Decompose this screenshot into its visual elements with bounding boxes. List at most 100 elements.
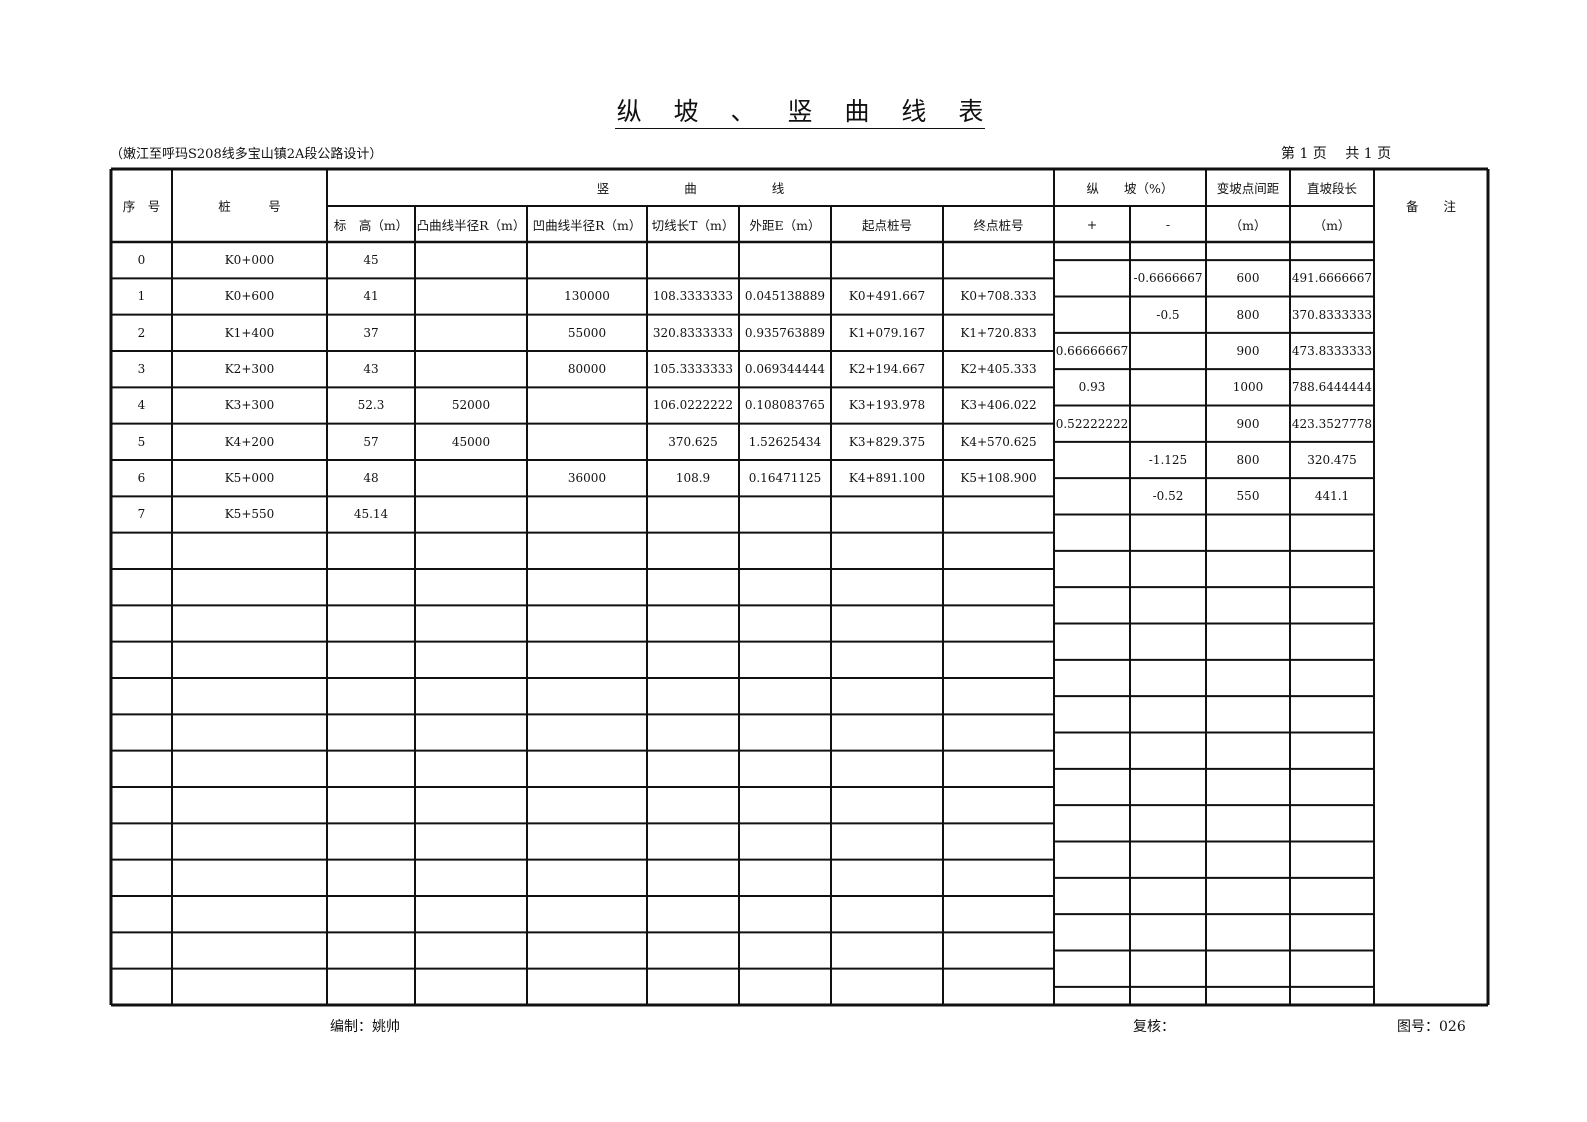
curve-row-0-cell-4 (527, 242, 647, 278)
curve-row-2-cell-8: K1+720.833 (960, 325, 1037, 340)
curve-row-1-cell-0: 1 (137, 289, 146, 304)
curve-row-7-cell-5 (647, 496, 739, 532)
curve-row-2-cell-6: 0.935763889 (744, 325, 826, 340)
curve-row-3-cell-5: 105.3333333 (652, 362, 734, 377)
header-straight-length-unit: （m） (1313, 217, 1351, 233)
curve-row-7-cell-8 (943, 496, 1054, 532)
header-end-station: 终点桩号 (973, 217, 1024, 233)
grade-row-5-cell-0 (1054, 442, 1130, 478)
curve-row-3-cell-3 (415, 351, 527, 387)
grade-row-1-cell-1: -0.5 (1156, 307, 1180, 322)
curve-row-7-cell-4 (527, 496, 647, 532)
curve-row-6-cell-8: K5+108.900 (960, 471, 1037, 486)
curve-row-4-cell-4 (527, 387, 647, 423)
curve-row-7-cell-2: 45.14 (353, 507, 389, 522)
curve-row-1-cell-3 (415, 278, 527, 314)
curve-row-6-cell-2: 48 (363, 471, 379, 486)
grade-row-2-cell-3: 473.8333333 (1291, 343, 1373, 358)
curve-row-3-cell-0: 3 (137, 362, 146, 377)
curve-row-4-cell-6: 0.108083765 (744, 398, 826, 413)
curve-row-0-cell-2: 45 (363, 253, 379, 268)
curve-row-2-cell-5: 320.8333333 (652, 325, 734, 340)
curve-row-0-cell-8 (943, 242, 1054, 278)
grade-row-4-cell-3: 423.3527778 (1291, 416, 1373, 431)
header-external: 外距E（m） (749, 217, 821, 233)
curve-row-3-cell-2: 43 (363, 362, 379, 377)
curve-row-5-cell-4 (527, 424, 647, 460)
grade-row-6-cell-1: -0.52 (1152, 489, 1184, 504)
curve-row-5-cell-1: K4+200 (224, 434, 275, 449)
curve-row-6-cell-4: 36000 (567, 471, 607, 486)
curve-row-0-cell-0: 0 (137, 253, 146, 268)
grade-row-5-cell-1: -1.125 (1148, 452, 1188, 467)
header-convex-radius: 凸曲线半径R（m） (416, 217, 526, 233)
header-straight-length: 直坡段长 (1306, 181, 1357, 196)
curve-row-1-cell-2: 41 (363, 289, 379, 304)
curve-row-3-cell-8: K2+405.333 (960, 362, 1037, 377)
drawing-number: 图号：026 (1397, 1019, 1466, 1035)
header-grade: 纵 坡（%） (1086, 181, 1174, 196)
curve-row-6-cell-6: 0.16471125 (748, 471, 822, 486)
curve-row-5-cell-3: 45000 (451, 434, 491, 449)
grade-row-4-cell-2: 900 (1236, 416, 1260, 431)
header-vertical-curve: 竖 曲 线 (596, 181, 785, 196)
header-pvi-distance: 变坡点间距 (1216, 181, 1280, 196)
project-subtitle: （嫩江至呼玛S208线多宝山镇2A段公路设计） (110, 147, 383, 162)
page-title-text: 纵 坡 、 竖 曲 线 表 (614, 97, 986, 129)
curve-row-3-cell-7: K2+194.667 (848, 362, 926, 377)
header-concave-radius: 凹曲线半径R（m） (532, 217, 642, 233)
grade-row-4-cell-1 (1130, 406, 1206, 442)
grade-row-0-cell-2: 600 (1236, 271, 1260, 286)
curve-row-7-cell-6 (739, 496, 831, 532)
grade-row-3-cell-1 (1130, 369, 1206, 405)
curve-row-2-cell-4: 55000 (567, 325, 607, 340)
grade-row-5-cell-3: 320.475 (1307, 452, 1357, 467)
header-station: 桩 号 (218, 199, 281, 214)
grade-row-3-cell-2: 1000 (1232, 380, 1264, 395)
curve-row-0-cell-6 (739, 242, 831, 278)
header-grade-plus: + (1086, 216, 1098, 232)
curve-row-4-cell-5: 106.0222222 (652, 398, 734, 413)
curve-row-1-cell-8: K0+708.333 (960, 289, 1037, 304)
curve-row-4-cell-0: 4 (137, 398, 146, 413)
curve-row-5-cell-8: K4+570.625 (960, 434, 1037, 449)
grade-row-6-cell-2: 550 (1236, 489, 1260, 504)
curve-row-4-cell-2: 52.3 (357, 398, 385, 413)
curve-row-4-cell-1: K3+300 (224, 398, 275, 413)
header-start-station: 起点桩号 (861, 217, 912, 233)
curve-row-3-cell-1: K2+300 (224, 362, 275, 377)
reviewed-by: 复核： (1133, 1019, 1175, 1035)
grade-row-5-cell-2: 800 (1236, 452, 1260, 467)
header-tangent: 切线长T（m） (651, 217, 735, 233)
curve-row-6-cell-3 (415, 460, 527, 496)
grade-row-3-cell-3: 788.6444444 (1291, 380, 1373, 395)
curve-row-6-cell-5: 108.9 (675, 471, 711, 486)
curve-row-7-cell-1: K5+550 (224, 507, 275, 522)
page-title: 纵 坡 、 竖 曲 线 表 (0, 92, 1587, 129)
page-info: 第 1 页 共 1 页 (1281, 146, 1392, 162)
grade-row-1-cell-0 (1054, 297, 1130, 333)
curve-row-3-cell-6: 0.069344444 (744, 362, 826, 377)
grade-row-2-cell-2: 900 (1236, 343, 1260, 358)
curve-row-5-cell-0: 5 (137, 434, 146, 449)
curve-row-1-cell-7: K0+491.667 (848, 289, 926, 304)
grade-row-0-cell-1: -0.6666667 (1133, 271, 1203, 286)
grade-row-6-cell-3: 441.1 (1314, 489, 1350, 504)
curve-row-5-cell-5: 370.625 (668, 434, 718, 449)
header-remarks: 备 注 (1405, 199, 1456, 214)
curve-row-2-cell-7: K1+079.167 (848, 325, 926, 340)
header-elevation: 标 高（m） (333, 217, 409, 233)
curve-row-1-cell-4: 130000 (564, 289, 610, 304)
curve-row-2-cell-3 (415, 315, 527, 351)
curve-row-4-cell-7: K3+193.978 (848, 398, 926, 413)
grade-row-2-cell-0: 0.66666667 (1055, 343, 1129, 358)
grade-row-6-cell-0 (1054, 478, 1130, 514)
curve-row-0-cell-7 (831, 242, 943, 278)
grade-row-4-cell-0: 0.52222222 (1055, 416, 1129, 431)
curve-row-0-cell-3 (415, 242, 527, 278)
curve-row-1-cell-5: 108.3333333 (652, 289, 734, 304)
curve-row-2-cell-1: K1+400 (224, 325, 275, 340)
curve-row-5-cell-6: 1.52625434 (748, 434, 822, 449)
curve-row-5-cell-2: 57 (363, 434, 379, 449)
